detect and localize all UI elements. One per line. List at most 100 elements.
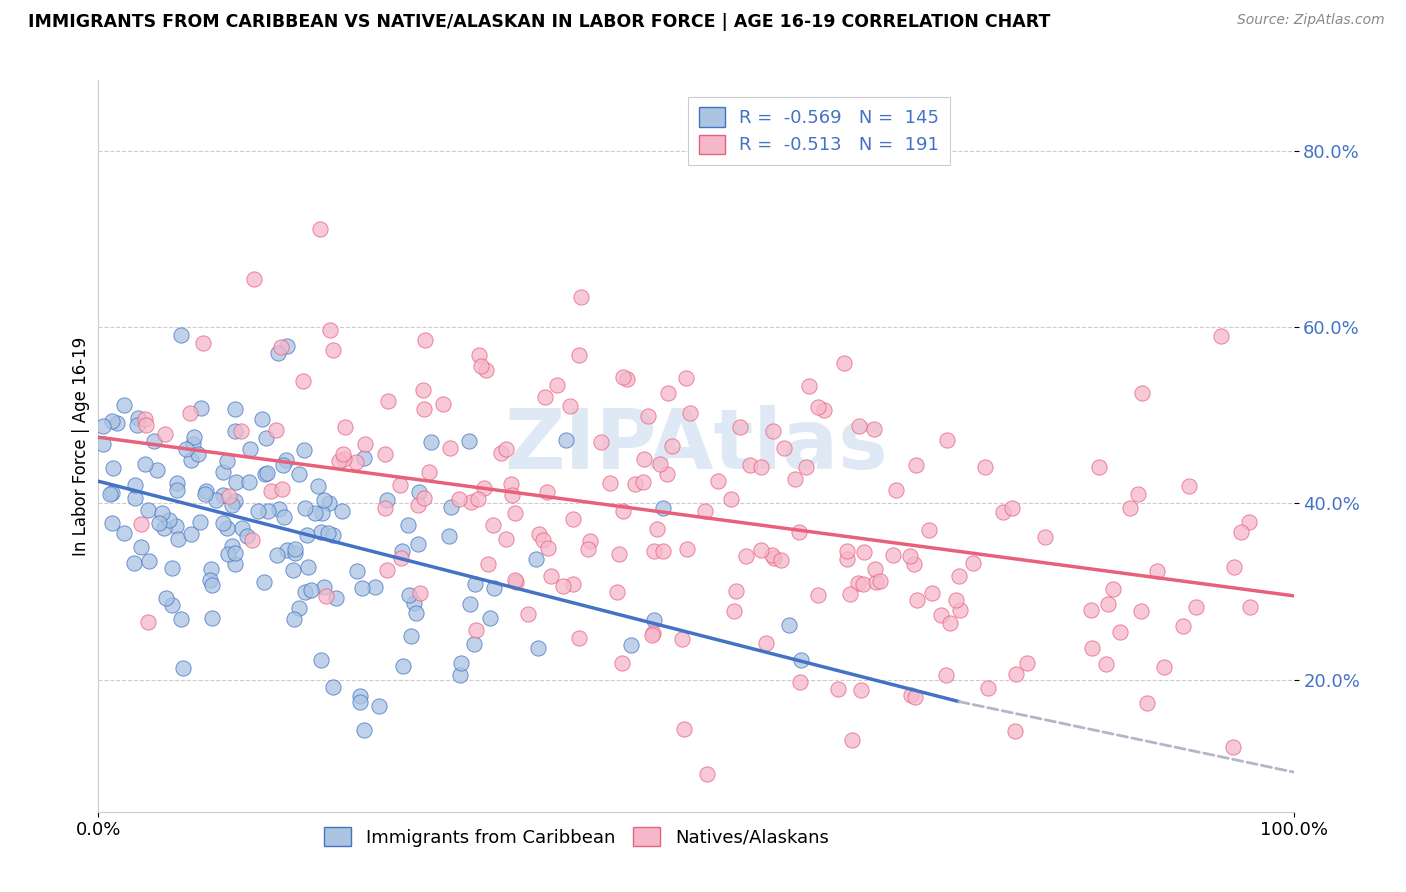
Point — [789, 675, 811, 690]
Point — [849, 683, 872, 698]
Point — [935, 667, 957, 681]
Point — [269, 502, 291, 516]
Point — [352, 581, 374, 595]
Point — [375, 492, 398, 507]
Point — [551, 579, 574, 593]
Point — [865, 562, 887, 576]
Point — [645, 522, 668, 536]
Point — [364, 581, 387, 595]
Point — [284, 542, 307, 557]
Point — [432, 397, 454, 411]
Point — [607, 547, 630, 561]
Point — [790, 653, 813, 667]
Point — [257, 504, 280, 518]
Point — [408, 485, 430, 500]
Point — [671, 632, 693, 646]
Point — [527, 640, 550, 655]
Point — [374, 500, 396, 515]
Point — [643, 626, 665, 640]
Point — [641, 628, 664, 642]
Point — [309, 525, 332, 540]
Point — [467, 492, 489, 507]
Point — [292, 374, 315, 388]
Point — [221, 539, 243, 553]
Point — [1080, 641, 1102, 656]
Point — [536, 485, 558, 500]
Point — [440, 500, 463, 515]
Point — [180, 452, 202, 467]
Point — [346, 564, 368, 578]
Point — [194, 484, 217, 499]
Point — [412, 383, 434, 397]
Point — [170, 612, 193, 626]
Point — [807, 401, 830, 415]
Point — [152, 521, 174, 535]
Point — [344, 455, 367, 469]
Point — [450, 656, 472, 670]
Point — [389, 551, 412, 566]
Point — [205, 492, 228, 507]
Point — [166, 475, 188, 490]
Point — [841, 733, 863, 747]
Point — [314, 493, 336, 508]
Point — [276, 338, 298, 352]
Point — [180, 527, 202, 541]
Point — [762, 550, 785, 565]
Point — [675, 542, 697, 557]
Point — [391, 658, 413, 673]
Point — [221, 498, 243, 512]
Point — [464, 576, 486, 591]
Point — [155, 591, 177, 605]
Point — [501, 488, 523, 502]
Point — [794, 460, 817, 475]
Point — [155, 426, 177, 441]
Point — [297, 528, 319, 542]
Point — [284, 545, 307, 559]
Point — [447, 491, 470, 506]
Point — [138, 554, 160, 568]
Point — [101, 414, 124, 428]
Point — [287, 467, 309, 481]
Point — [657, 385, 679, 400]
Point — [457, 434, 479, 448]
Point — [612, 504, 634, 518]
Point — [187, 447, 209, 461]
Point — [738, 458, 761, 472]
Point — [903, 557, 925, 571]
Point — [150, 506, 173, 520]
Point — [839, 586, 862, 600]
Point — [633, 475, 655, 490]
Point — [274, 452, 297, 467]
Point — [749, 542, 772, 557]
Point — [146, 463, 169, 477]
Point — [884, 483, 907, 498]
Y-axis label: In Labor Force | Age 16-19: In Labor Force | Age 16-19 — [72, 336, 90, 556]
Point — [131, 516, 153, 531]
Point — [696, 767, 718, 781]
Point — [503, 507, 526, 521]
Point — [396, 517, 419, 532]
Point — [100, 486, 122, 500]
Point — [399, 630, 422, 644]
Point — [568, 348, 591, 362]
Point — [253, 575, 276, 590]
Point — [991, 505, 1014, 519]
Point — [112, 398, 135, 412]
Point — [1222, 739, 1244, 754]
Point — [546, 378, 568, 392]
Point — [1128, 487, 1150, 501]
Point — [402, 596, 425, 610]
Point — [977, 681, 1000, 696]
Point — [652, 501, 675, 516]
Point — [537, 541, 560, 555]
Point — [256, 467, 278, 481]
Point — [1230, 524, 1253, 539]
Point — [405, 606, 427, 620]
Point — [482, 517, 505, 532]
Point — [181, 437, 204, 451]
Point — [409, 586, 432, 600]
Point — [236, 529, 259, 543]
Point — [276, 542, 298, 557]
Point — [239, 442, 262, 457]
Point — [174, 442, 197, 456]
